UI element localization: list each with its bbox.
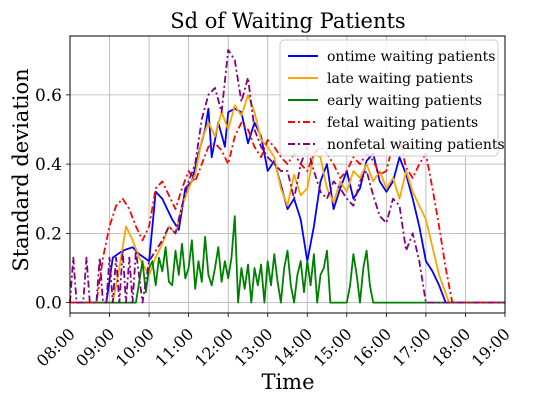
chart-title: Sd of Waiting Patients bbox=[170, 9, 405, 33]
legend-label-4: fetal waiting patients bbox=[327, 115, 478, 131]
legend-label-3: early waiting patients bbox=[327, 93, 482, 109]
x-axis-label: Time bbox=[261, 370, 314, 394]
y-tick-label: 0.0 bbox=[35, 294, 62, 314]
x-tick-label: 14:00 bbox=[270, 324, 316, 370]
x-tick-label: 09:00 bbox=[72, 324, 118, 370]
x-tick-label: 16:00 bbox=[349, 324, 395, 370]
y-axis-label: Standard deviation bbox=[9, 68, 33, 271]
legend-box bbox=[279, 39, 499, 157]
y-tick-label: 0.4 bbox=[35, 155, 62, 175]
x-tick-label: 08:00 bbox=[33, 324, 79, 370]
y-tick-label: 0.2 bbox=[35, 224, 62, 244]
x-tick-label: 10:00 bbox=[112, 324, 158, 370]
series-layer bbox=[69, 49, 505, 304]
legend-label-5: nonfetal waiting patients bbox=[327, 137, 505, 153]
x-tick-label: 13:00 bbox=[231, 324, 277, 370]
legend: ontime waiting patients late waiting pati… bbox=[279, 39, 505, 157]
plot-frame bbox=[69, 35, 506, 314]
x-tick-label: 17:00 bbox=[389, 324, 435, 370]
x-tick-label: 18:00 bbox=[428, 324, 474, 370]
series-line-5 bbox=[69, 49, 505, 304]
x-tick-label: 15:00 bbox=[310, 324, 356, 370]
x-tick-label: 19:00 bbox=[468, 324, 514, 370]
legend-label-2: late waiting patients bbox=[327, 71, 473, 87]
x-tick-label: 12:00 bbox=[191, 324, 237, 370]
frame-layer bbox=[69, 35, 506, 314]
legend-label-1: ontime waiting patients bbox=[327, 49, 495, 65]
series-line-3 bbox=[70, 215, 505, 304]
x-tick-label: 11:00 bbox=[151, 324, 197, 370]
y-tick-label: 0.6 bbox=[35, 86, 62, 106]
legend-items: ontime waiting patients late waiting pati… bbox=[288, 49, 505, 153]
